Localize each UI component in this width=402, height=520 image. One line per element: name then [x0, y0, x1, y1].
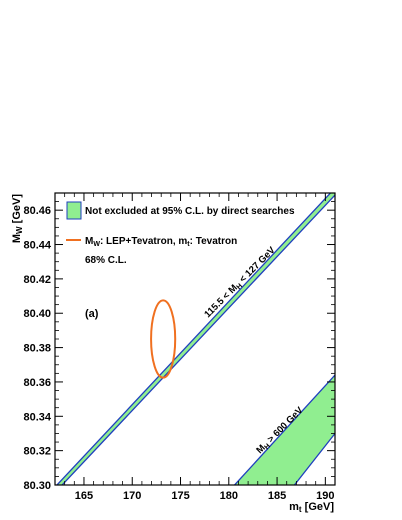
band-edge-upper-1	[234, 374, 335, 485]
y-tick-label: 80.38	[23, 343, 51, 355]
band-edge-upper-0	[56, 193, 332, 485]
legend-entry-band: Not excluded at 95% C.L. by direct searc…	[85, 206, 295, 217]
x-tick-label: 175	[171, 490, 189, 502]
y-tick-label: 80.30	[23, 480, 51, 492]
ellipse-group	[150, 299, 177, 379]
band-fill-0	[56, 193, 335, 485]
x-tick-label: 190	[316, 490, 334, 502]
y-ticks: 80.30 80.32 80.34 80.36 80.38 80.40 80.42 80.44…	[23, 192, 335, 492]
legend-entry-measurement: MW: LEP+Tevatron, mt: Tevatron	[85, 236, 237, 248]
legend-swatch-band	[66, 201, 82, 220]
y-tick-label: 80.44	[23, 240, 51, 252]
band-edge-lower-1	[293, 433, 335, 485]
y-tick-label: 80.42	[23, 274, 51, 286]
y-axis-title: MW [GeV]	[11, 194, 24, 243]
y-tick-label: 80.34	[23, 411, 51, 423]
bands-group	[56, 193, 335, 485]
x-tick-label: 165	[75, 490, 93, 502]
legend: Not excluded at 95% C.L. by direct searc…	[66, 201, 295, 266]
panel-label: (a)	[85, 308, 99, 320]
mw-mt-ellipse	[150, 299, 177, 379]
band-edge-lower-0	[61, 194, 335, 485]
y-tick-label: 80.36	[23, 377, 51, 389]
x-axis-title: mt [GeV]	[289, 501, 334, 514]
x-tick-label: 180	[220, 490, 238, 502]
y-tick-label: 80.46	[23, 205, 51, 217]
x-tick-label: 185	[268, 490, 286, 502]
y-tick-label: 80.32	[23, 446, 51, 458]
y-tick-label: 80.40	[23, 308, 51, 320]
x-tick-label: 170	[123, 490, 141, 502]
legend-sub-w: W	[93, 241, 100, 248]
legend-entry-cl: 68% C.L.	[85, 255, 127, 266]
x-ticks: 165 170 175 180 185 190	[64, 193, 336, 502]
band-label-light-higgs: 115.5 < MH < 127 GeV	[202, 244, 278, 320]
